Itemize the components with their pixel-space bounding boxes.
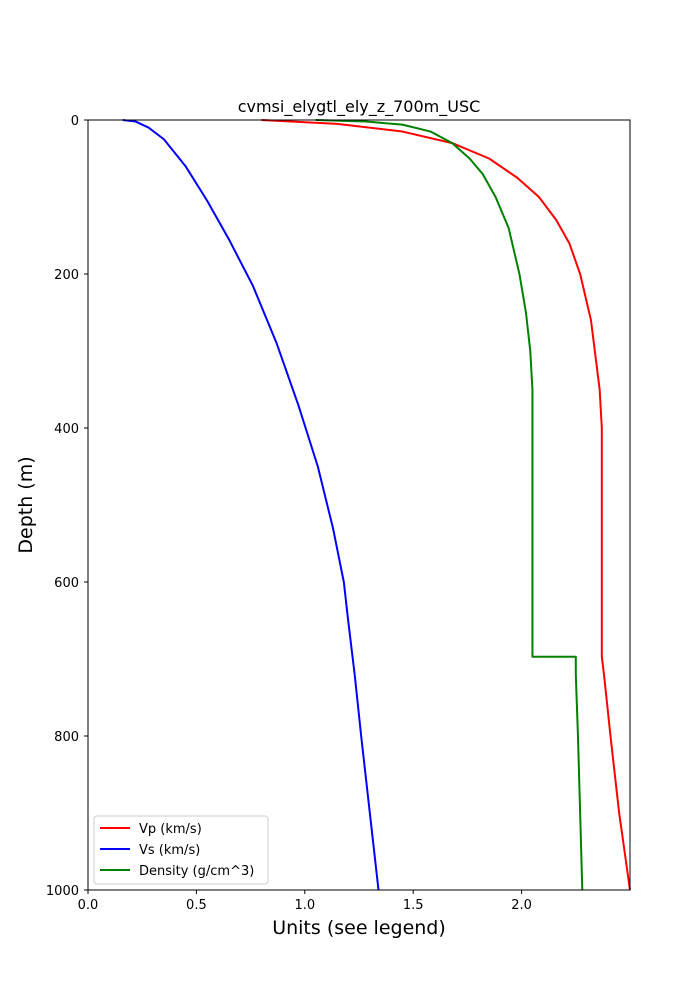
- x-tick-label: 0.5: [186, 898, 207, 913]
- y-tick-label: 600: [54, 576, 79, 591]
- x-tick-label: 2.0: [511, 898, 532, 913]
- x-tick-label: 0.0: [78, 898, 99, 913]
- x-tick-label: 1.0: [294, 898, 315, 913]
- x-axis-label: Units (see legend): [272, 917, 446, 939]
- series-line-vp: [261, 119, 631, 891]
- series-line-density: [315, 119, 584, 891]
- series-layer: [122, 119, 631, 891]
- y-tick-label: 800: [54, 730, 79, 745]
- y-axis: 0 200 400 600 800 1000: [46, 114, 88, 899]
- series-line-vs: [122, 119, 380, 891]
- legend-label-vs: Vs (km/s): [139, 843, 200, 858]
- chart-title: cvmsi_elygtl_ely_z_700m_USC: [238, 97, 481, 117]
- legend-box: [93, 815, 269, 885]
- y-tick-label: 200: [54, 268, 79, 283]
- x-tick-label: 1.5: [403, 898, 424, 913]
- legend-label-vp: Vp (km/s): [139, 822, 202, 837]
- legend-label-density: Density (g/cm^3): [139, 864, 254, 879]
- plot-area-frame: [87, 119, 631, 891]
- y-tick-label: 0: [71, 114, 79, 129]
- y-axis-label: Depth (m): [15, 456, 37, 553]
- y-tick-label: 400: [54, 422, 79, 437]
- x-axis: 0.0 0.5 1.0 1.5 2.0: [78, 890, 532, 913]
- y-tick-label: 1000: [46, 884, 79, 899]
- legend: Vp (km/s) Vs (km/s) Density (g/cm^3): [93, 815, 269, 885]
